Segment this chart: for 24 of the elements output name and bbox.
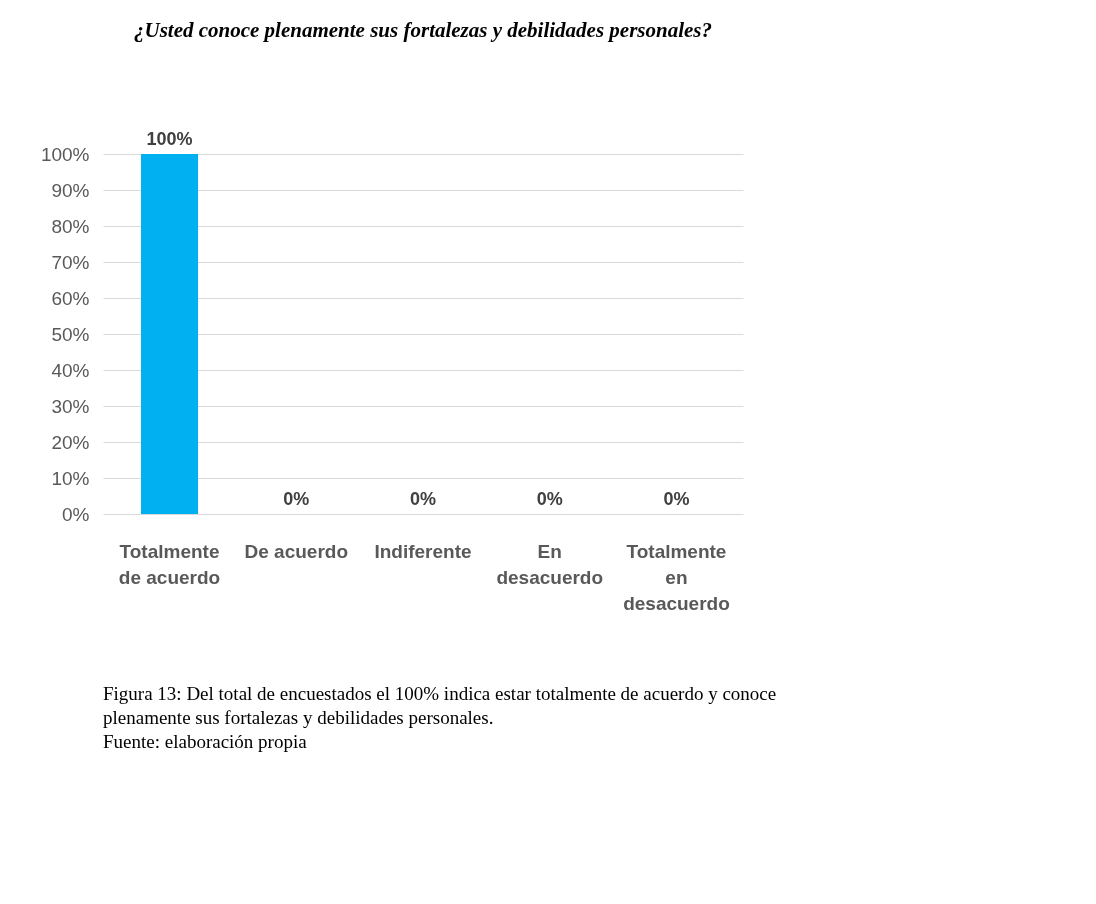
y-tick-label: 40% xyxy=(51,359,90,381)
y-tick-label: 50% xyxy=(51,323,90,345)
source-note: Fuente: elaboración propia xyxy=(103,731,308,752)
y-tick-label: 60% xyxy=(51,287,90,309)
y-tick-label: 0% xyxy=(62,503,90,525)
x-tick-label: En desacuerdo xyxy=(496,540,604,588)
x-tick-label: Totalmente de acuerdo xyxy=(118,540,221,588)
data-label: 100% xyxy=(146,129,193,149)
x-tick-label: Totalmente en desacuerdo xyxy=(623,540,730,614)
y-tick-label: 20% xyxy=(51,431,90,453)
y-tick-label: 70% xyxy=(51,251,90,273)
data-label: 0% xyxy=(536,489,563,509)
chart-title: ¿Usted conoce plenamente sus fortalezas y debilidades personales? xyxy=(133,18,713,42)
y-tick-label: 10% xyxy=(51,467,90,489)
data-label: 0% xyxy=(409,489,437,509)
data-label: 0% xyxy=(283,489,310,509)
y-tick-label: 100% xyxy=(40,143,90,165)
data-label: 0% xyxy=(663,489,690,509)
y-tick-label: 30% xyxy=(51,395,90,417)
x-tick-label: Indiferente xyxy=(374,540,472,562)
y-tick-label: 90% xyxy=(51,179,90,201)
x-tick-label: De acuerdo xyxy=(244,540,349,562)
text: Figura 13: Del total de encuestados el 100% indica estar totalmente de acuerdo y conoce plenamente sus fortalezas y debilidades personales. xyxy=(103,683,777,728)
y-tick-label: 80% xyxy=(51,215,90,237)
